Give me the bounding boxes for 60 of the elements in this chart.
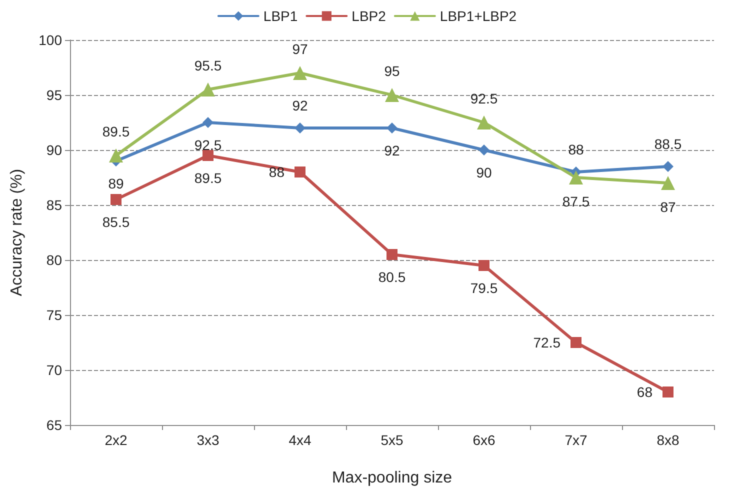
x-tick-label: 6x6 — [472, 432, 496, 448]
data-label: 89.5 — [102, 124, 130, 140]
data-label: 72.5 — [533, 334, 561, 350]
data-label: 97 — [292, 41, 308, 57]
point — [201, 82, 215, 96]
data-label: 90 — [476, 164, 492, 180]
data-label: 89.5 — [194, 170, 222, 186]
data-label: 92 — [292, 98, 308, 114]
data-label: 68 — [636, 384, 653, 400]
data-label: 87 — [660, 199, 676, 215]
data-label: 88 — [568, 142, 584, 158]
legend-label: LBP2 — [352, 8, 386, 24]
legend-label: LBP1+LBP2 — [440, 8, 517, 24]
point — [202, 117, 214, 128]
data-label: 92.5 — [194, 137, 222, 153]
legend-label: LBP1 — [263, 8, 298, 24]
y-tick-label: 90 — [46, 142, 62, 158]
data-label: 80.5 — [378, 269, 406, 285]
data-label: 88.5 — [654, 136, 682, 152]
point — [661, 176, 675, 190]
x-tick-label: 7x7 — [564, 432, 588, 448]
point — [570, 337, 582, 348]
data-label: 95 — [384, 63, 400, 79]
point — [110, 194, 122, 205]
point — [386, 249, 398, 260]
point — [662, 386, 674, 398]
y-tick-label: 80 — [46, 252, 62, 268]
data-label: 85.5 — [102, 214, 130, 230]
point — [569, 170, 583, 184]
data-label: 89 — [108, 176, 124, 192]
point — [477, 116, 491, 130]
y-tick-label: 75 — [46, 307, 62, 323]
x-axis-title: Max-pooling size — [332, 470, 452, 486]
data-label: 92.5 — [470, 90, 498, 106]
data-label: 87.5 — [562, 194, 590, 210]
y-tick-label: 100 — [38, 32, 62, 48]
point — [202, 150, 214, 161]
data-label: 95.5 — [194, 58, 222, 74]
y-axis-title: Accuracy rate (%) — [8, 168, 26, 296]
data-label: 88 — [268, 164, 285, 180]
data-label: 79.5 — [470, 280, 498, 296]
point — [294, 166, 306, 178]
y-tick-label: 95 — [46, 87, 62, 103]
point — [385, 88, 399, 102]
x-tick-label: 2x2 — [104, 432, 128, 448]
y-tick-label: 65 — [46, 417, 62, 433]
x-tick-label: 3x3 — [196, 432, 220, 448]
point — [109, 148, 123, 162]
x-tick-label: 8x8 — [656, 432, 680, 448]
x-tick-label: 4x4 — [288, 432, 312, 448]
point — [478, 260, 490, 271]
point — [293, 66, 307, 80]
y-tick-label: 85 — [46, 197, 62, 213]
point — [386, 122, 398, 134]
data-label: 92 — [384, 142, 400, 158]
point — [662, 161, 674, 172]
point — [294, 122, 306, 134]
x-tick-label: 5x5 — [380, 432, 404, 448]
y-tick-label: 70 — [46, 362, 62, 378]
point — [478, 144, 490, 156]
